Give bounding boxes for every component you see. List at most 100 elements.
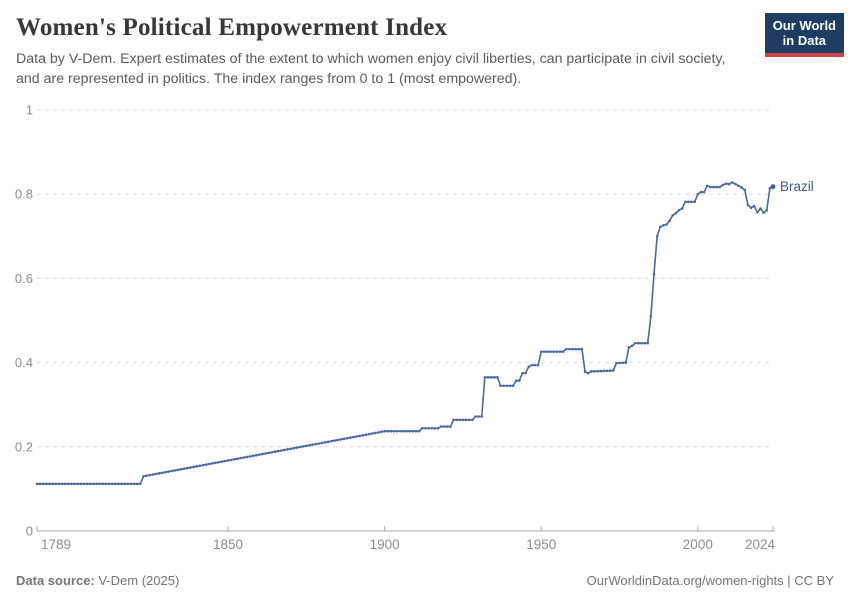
data-point-1804: [82, 482, 86, 486]
data-point-1903: [392, 429, 396, 433]
data-point-1910: [414, 429, 418, 433]
y-tick-label-0.4: 0.4: [15, 355, 33, 370]
data-point-1938: [502, 384, 505, 388]
data-point-1976: [621, 361, 624, 365]
gridlines: [37, 109, 772, 448]
owid-logo-line2: in Data: [782, 33, 827, 49]
data-point-1813: [110, 482, 114, 486]
data-point-1949: [536, 363, 540, 367]
data-point-1912: [420, 426, 424, 430]
data-point-1846: [214, 461, 217, 465]
data-point-1793: [48, 482, 51, 486]
data-point-1932: [483, 376, 487, 379]
data-point-1855: [242, 456, 246, 459]
data-point-1941: [511, 384, 515, 388]
data-point-2004: [709, 185, 712, 189]
data-point-1934: [489, 376, 493, 379]
data-point-1990: [665, 223, 668, 226]
data-point-1882: [326, 440, 330, 444]
data-point-1809: [98, 482, 101, 486]
data-point-1964: [583, 370, 587, 374]
data-point-1972: [608, 369, 612, 373]
data-point-2011: [730, 181, 734, 184]
data-point-1937: [499, 384, 502, 388]
data-point-1913: [424, 426, 427, 430]
data-point-1819: [129, 482, 133, 486]
data-point-1963: [580, 347, 584, 351]
data-point-1888: [345, 436, 349, 440]
data-point-1940: [508, 384, 512, 388]
data-point-1905: [399, 429, 402, 433]
data-point-1877: [311, 443, 314, 446]
data-point-2003: [705, 184, 709, 188]
data-point-1862: [264, 452, 267, 455]
data-point-1872: [295, 446, 299, 449]
data-point-2002: [702, 190, 706, 194]
data-point-2007: [718, 185, 722, 189]
data-point-1994: [677, 208, 681, 212]
data-point-1833: [173, 469, 177, 472]
data-point-1892: [358, 434, 361, 438]
brazil-line[interactable]: [36, 181, 774, 485]
brazil-label[interactable]: Brazil: [780, 179, 814, 194]
data-point-1852: [233, 458, 236, 461]
data-point-1795: [54, 482, 58, 486]
data-point-1832: [170, 469, 173, 473]
data-point-1953: [549, 350, 552, 353]
data-point-1929: [474, 415, 477, 418]
data-point-1826: [151, 473, 155, 476]
data-point-1999: [693, 200, 696, 204]
data-point-1986: [652, 272, 656, 276]
data-point-1820: [132, 482, 136, 486]
data-point-1838: [189, 466, 192, 469]
data-point-1792: [45, 482, 48, 486]
brazil-endpoint: [770, 184, 776, 190]
data-point-1944: [521, 371, 524, 375]
data-point-1849: [223, 459, 227, 463]
data-point-1885: [336, 438, 339, 442]
data-point-1973: [611, 369, 615, 372]
data-point-1952: [546, 350, 549, 353]
data-point-1880: [320, 441, 324, 445]
data-point-1991: [668, 219, 671, 223]
axes: 0 0.2 0.4 0.6 0.8 1 1789 1850 1900 1950 2000 2024: [15, 103, 776, 553]
data-point-2019: [756, 211, 759, 214]
data-point-1798: [63, 482, 67, 486]
data-point-1815: [117, 482, 120, 486]
data-point-1874: [301, 445, 305, 448]
data-point-1818: [126, 482, 130, 486]
data-point-1848: [220, 460, 224, 463]
data-point-1957: [561, 350, 565, 353]
data-point-2001: [699, 190, 703, 194]
data-point-1895: [367, 432, 371, 436]
credit-line[interactable]: OurWorldinData.org/women-rights | CC BY: [586, 573, 834, 588]
data-point-1924: [458, 418, 462, 422]
data-point-1959: [568, 347, 571, 351]
owid-logo[interactable]: Our World in Data: [764, 13, 844, 57]
data-point-1900: [383, 429, 386, 433]
data-point-1960: [571, 347, 574, 351]
data-series[interactable]: [35, 181, 776, 486]
data-point-1891: [355, 435, 358, 438]
data-point-1861: [261, 452, 264, 456]
data-point-1805: [85, 482, 89, 486]
data-point-1977: [624, 361, 628, 364]
data-point-1850: [226, 459, 230, 462]
data-point-1958: [564, 347, 568, 351]
data-point-1927: [467, 418, 471, 422]
data-point-1914: [427, 426, 430, 430]
data-point-1948: [533, 363, 537, 367]
data-point-1839: [192, 465, 195, 469]
data-point-1962: [577, 347, 581, 351]
data-point-1854: [239, 456, 242, 460]
data-point-2018: [752, 204, 756, 208]
data-point-1790: [38, 482, 42, 486]
data-point-2008: [721, 183, 725, 187]
data-point-1844: [207, 462, 211, 466]
data-point-1817: [123, 482, 126, 486]
data-point-2012: [734, 182, 737, 186]
data-source-label: Data source:: [16, 573, 95, 588]
data-point-1967: [593, 370, 596, 373]
chart-footer: Data source: V-Dem (2025) OurWorldinData…: [16, 573, 834, 588]
